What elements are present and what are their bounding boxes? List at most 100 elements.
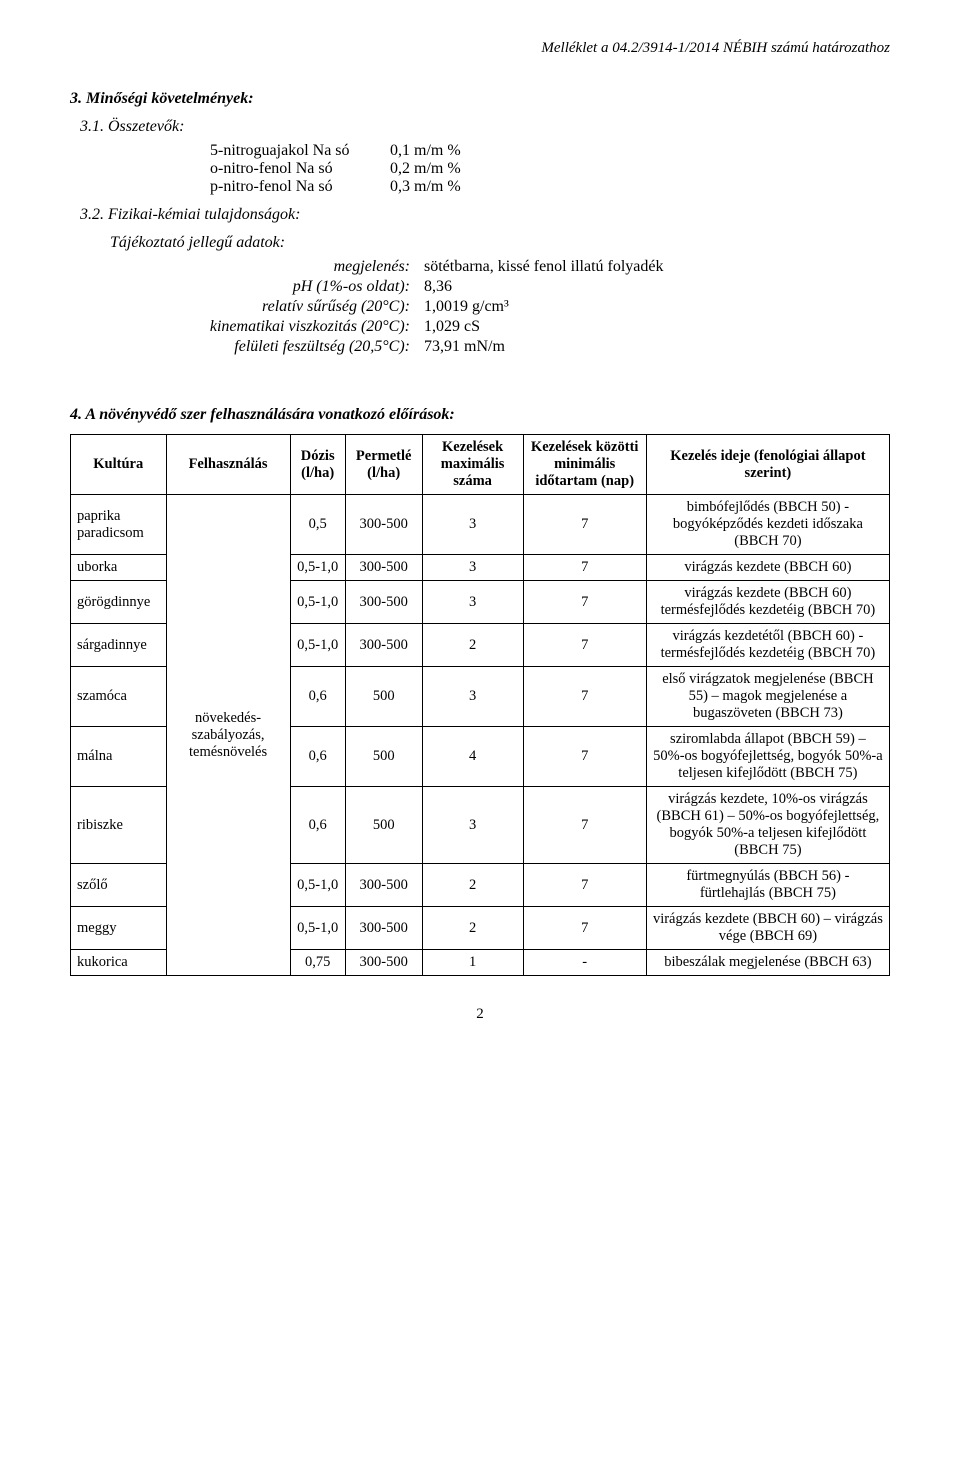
ingredient-label: o-nitro-fenol Na só	[210, 160, 390, 178]
cell-min: 7	[523, 727, 646, 787]
cell-kultura: paprika paradicsom	[71, 495, 167, 555]
property-value: 1,0019 g/cm³	[424, 298, 890, 316]
cell-kultura: uborka	[71, 555, 167, 581]
table-row: paprika paradicsomnövekedés-szabályozás,…	[71, 495, 890, 555]
usage-table: Kultúra Felhasználás Dózis (l/ha) Permet…	[70, 434, 890, 976]
cell-felhasznalas: növekedés-szabályozás, temésnövelés	[166, 495, 290, 976]
cell-ideje: virágzás kezdete, 10%-os virágzás (BBCH …	[646, 787, 889, 864]
cell-dozis: 0,5-1,0	[290, 864, 345, 907]
cell-kultura: görögdinnye	[71, 581, 167, 624]
cell-min: -	[523, 950, 646, 976]
cell-min: 7	[523, 787, 646, 864]
ingredient-label: 5-nitroguajakol Na só	[210, 142, 390, 160]
property-value: sötétbarna, kissé fenol illatú folyadék	[424, 258, 890, 276]
col-dozis: Dózis (l/ha)	[290, 435, 345, 495]
ingredient-value: 0,1 m/m %	[390, 142, 461, 160]
cell-min: 7	[523, 555, 646, 581]
cell-ideje: bimbófejlődés (BBCH 50) - bogyóképződés …	[646, 495, 889, 555]
property-row: felületi feszültség (20,5°C): 73,91 mN/m	[160, 338, 890, 356]
property-row: relatív sűrűség (20°C): 1,0019 g/cm³	[160, 298, 890, 316]
cell-max: 4	[422, 727, 523, 787]
cell-dozis: 0,5-1,0	[290, 555, 345, 581]
cell-dozis: 0,6	[290, 727, 345, 787]
cell-ideje: sziromlabda állapot (BBCH 59) – 50%-os b…	[646, 727, 889, 787]
page-number: 2	[70, 1006, 890, 1023]
cell-permetle: 300-500	[345, 581, 422, 624]
cell-ideje: virágzás kezdetétől (BBCH 60) - termésfe…	[646, 624, 889, 667]
cell-ideje: virágzás kezdete (BBCH 60) – virágzás vé…	[646, 907, 889, 950]
cell-kultura: szamóca	[71, 667, 167, 727]
cell-kultura: meggy	[71, 907, 167, 950]
ingredient-label: p-nitro-fenol Na só	[210, 178, 390, 196]
col-permetle: Permetlé (l/ha)	[345, 435, 422, 495]
ingredient-value: 0,3 m/m %	[390, 178, 461, 196]
ingredient-row: p-nitro-fenol Na só 0,3 m/m %	[210, 178, 890, 196]
property-value: 73,91 mN/m	[424, 338, 890, 356]
col-kultura: Kultúra	[71, 435, 167, 495]
col-min-idotartam: Kezelések közötti minimális időtartam (n…	[523, 435, 646, 495]
cell-max: 3	[422, 667, 523, 727]
cell-max: 3	[422, 495, 523, 555]
ingredient-row: 5-nitroguajakol Na só 0,1 m/m %	[210, 142, 890, 160]
cell-max: 1	[422, 950, 523, 976]
property-label: pH (1%-os oldat):	[160, 278, 424, 296]
cell-permetle: 500	[345, 787, 422, 864]
cell-min: 7	[523, 624, 646, 667]
cell-permetle: 500	[345, 727, 422, 787]
col-felhasznalas: Felhasználás	[166, 435, 290, 495]
col-max-kezeles: Kezelések maximális száma	[422, 435, 523, 495]
cell-permetle: 300-500	[345, 950, 422, 976]
cell-min: 7	[523, 581, 646, 624]
cell-permetle: 300-500	[345, 864, 422, 907]
cell-kultura: málna	[71, 727, 167, 787]
col-kezeles-ideje: Kezelés ideje (fenológiai állapot szerin…	[646, 435, 889, 495]
cell-dozis: 0,5-1,0	[290, 907, 345, 950]
property-label: felületi feszültség (20,5°C):	[160, 338, 424, 356]
section-3-2-title: 3.2. Fizikai-kémiai tulajdonságok:	[80, 206, 890, 224]
cell-min: 7	[523, 907, 646, 950]
cell-ideje: első virágzatok megjelenése (BBCH 55) – …	[646, 667, 889, 727]
property-value: 1,029 cS	[424, 318, 890, 336]
adatok-title: Tájékoztató jellegű adatok:	[110, 234, 890, 252]
cell-dozis: 0,5-1,0	[290, 624, 345, 667]
cell-kultura: kukorica	[71, 950, 167, 976]
cell-permetle: 300-500	[345, 907, 422, 950]
cell-ideje: virágzás kezdete (BBCH 60)	[646, 555, 889, 581]
cell-ideje: bibeszálak megjelenése (BBCH 63)	[646, 950, 889, 976]
property-label: kinematikai viszkozitás (20°C):	[160, 318, 424, 336]
ingredient-value: 0,2 m/m %	[390, 160, 461, 178]
cell-permetle: 300-500	[345, 555, 422, 581]
cell-kultura: sárgadinnye	[71, 624, 167, 667]
cell-permetle: 300-500	[345, 624, 422, 667]
cell-min: 7	[523, 495, 646, 555]
cell-min: 7	[523, 864, 646, 907]
property-label: megjelenés:	[160, 258, 424, 276]
property-row: pH (1%-os oldat): 8,36	[160, 278, 890, 296]
cell-min: 7	[523, 667, 646, 727]
property-row: kinematikai viszkozitás (20°C): 1,029 cS	[160, 318, 890, 336]
cell-max: 2	[422, 624, 523, 667]
cell-max: 2	[422, 907, 523, 950]
cell-ideje: fürtmegnyúlás (BBCH 56) - fürtlehajlás (…	[646, 864, 889, 907]
ingredient-row: o-nitro-fenol Na só 0,2 m/m %	[210, 160, 890, 178]
section-3-1-title: 3.1. Összetevők:	[80, 118, 890, 136]
cell-permetle: 500	[345, 667, 422, 727]
cell-kultura: ribiszke	[71, 787, 167, 864]
cell-dozis: 0,75	[290, 950, 345, 976]
property-label: relatív sűrűség (20°C):	[160, 298, 424, 316]
property-value: 8,36	[424, 278, 890, 296]
cell-max: 2	[422, 864, 523, 907]
cell-dozis: 0,5	[290, 495, 345, 555]
cell-kultura: szőlő	[71, 864, 167, 907]
property-row: megjelenés: sötétbarna, kissé fenol illa…	[160, 258, 890, 276]
cell-ideje: virágzás kezdete (BBCH 60) termésfejlődé…	[646, 581, 889, 624]
ingredients-list: 5-nitroguajakol Na só 0,1 m/m % o-nitro-…	[210, 142, 890, 196]
cell-max: 3	[422, 787, 523, 864]
table-header-row: Kultúra Felhasználás Dózis (l/ha) Permet…	[71, 435, 890, 495]
document-header: Melléklet a 04.2/3914-1/2014 NÉBIH számú…	[541, 40, 890, 57]
section-4-title: 4. A növényvédő szer felhasználására von…	[70, 406, 890, 424]
cell-dozis: 0,6	[290, 787, 345, 864]
cell-max: 3	[422, 581, 523, 624]
cell-max: 3	[422, 555, 523, 581]
cell-dozis: 0,5-1,0	[290, 581, 345, 624]
